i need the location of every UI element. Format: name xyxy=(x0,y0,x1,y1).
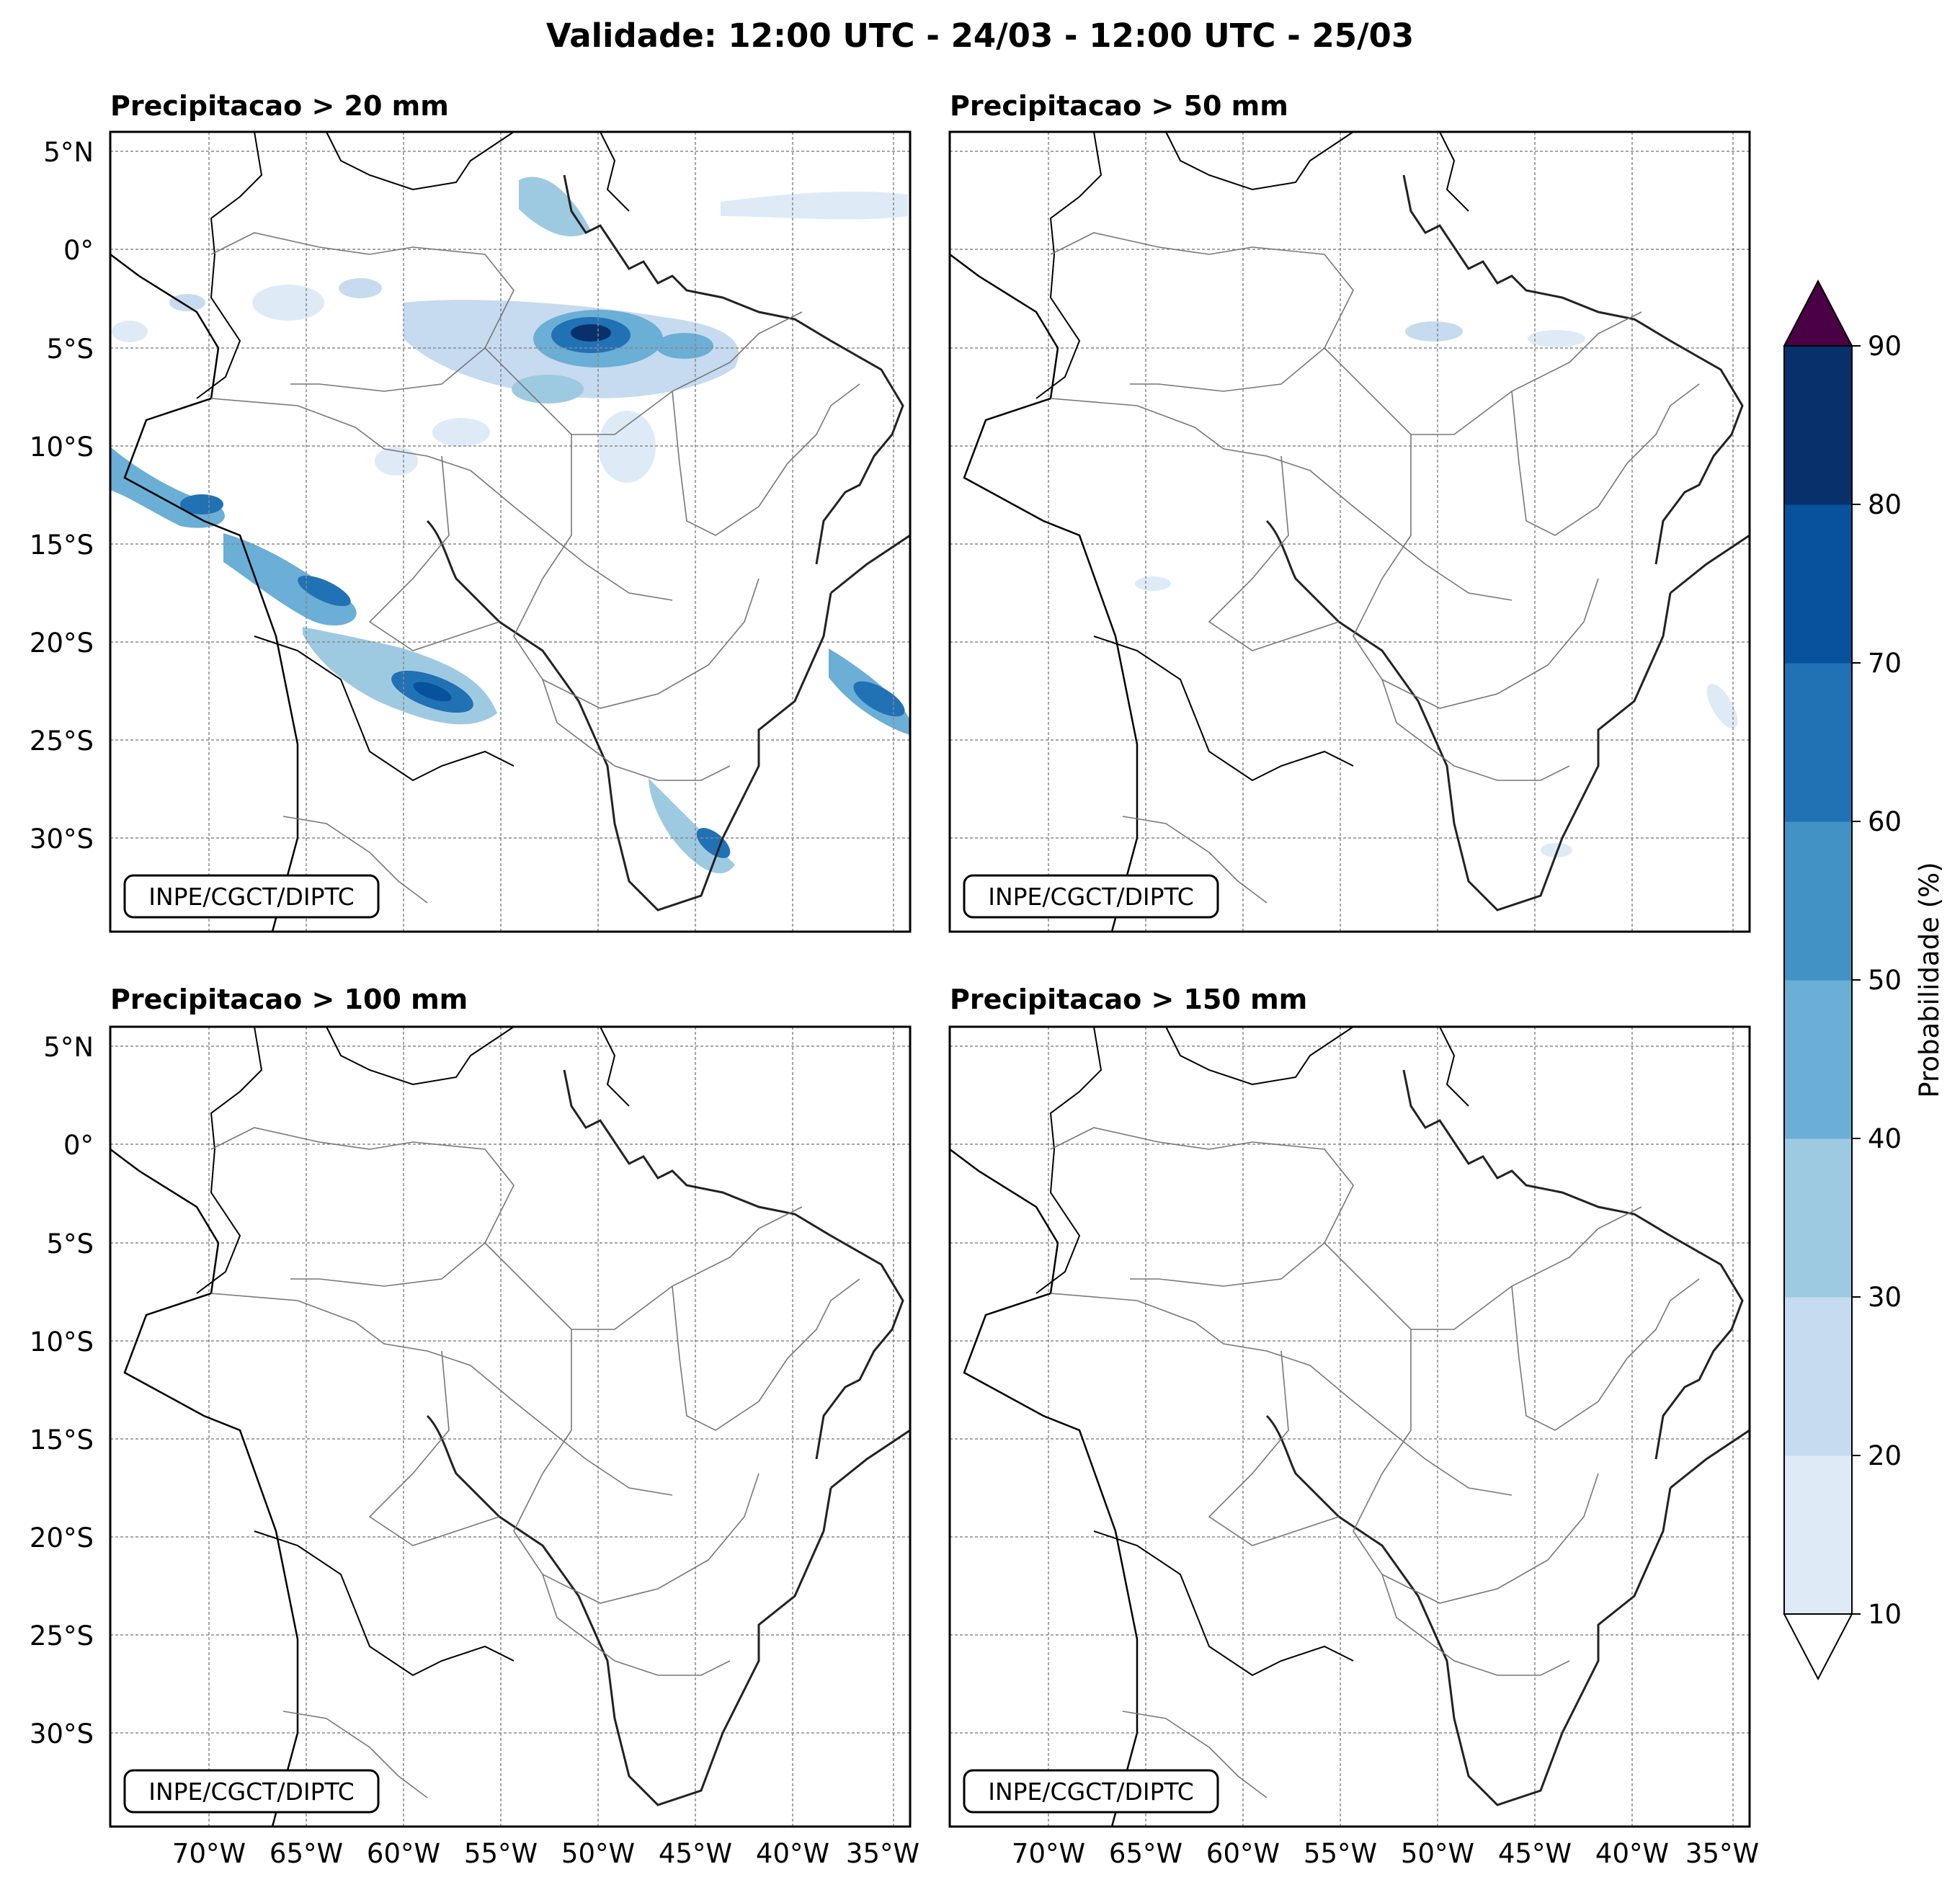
lon-tick-label: 50°W xyxy=(561,1838,635,1869)
colorbar-tick-label: 50 xyxy=(1868,965,1902,996)
lon-tick-label: 60°W xyxy=(1206,1838,1280,1869)
colorbar-band xyxy=(1784,1297,1852,1456)
lon-tick-label: 65°W xyxy=(1109,1838,1182,1869)
credit-box: INPE/CGCT/DIPTC xyxy=(963,1769,1219,1814)
credit-box: INPE/CGCT/DIPTC xyxy=(963,874,1219,919)
lon-tick-label: 45°W xyxy=(1498,1838,1572,1869)
graticule xyxy=(110,132,910,932)
lat-tick-label: 5°N xyxy=(43,1032,94,1063)
lat-tick-label: 0° xyxy=(63,235,94,266)
panel-3: Precipitacao > 100 mm INPE/CGCT/DIPTC xyxy=(109,984,912,1828)
lat-tick-label: 5°N xyxy=(43,137,94,168)
graticule xyxy=(950,132,1750,932)
lon-tick-label: 70°W xyxy=(172,1838,246,1869)
lat-tick-label: 30°S xyxy=(30,1718,94,1749)
lat-tick-label: 5°S xyxy=(46,334,94,365)
svg-text:INPE/CGCT/DIPTC: INPE/CGCT/DIPTC xyxy=(988,883,1194,911)
colorbar-tick-label: 30 xyxy=(1868,1282,1902,1313)
colorbar-tick-label: 80 xyxy=(1868,489,1902,520)
lat-tick-label: 15°S xyxy=(30,1425,94,1455)
lon-tick-label: 45°W xyxy=(659,1838,732,1869)
precip-probability-shading xyxy=(1135,321,1738,857)
credit-box: INPE/CGCT/DIPTC xyxy=(123,1769,380,1814)
colorbar-band xyxy=(1784,980,1852,1139)
lat-tick-label: 5°S xyxy=(46,1229,94,1259)
lon-tick-label: 35°W xyxy=(846,1838,919,1869)
lon-tick-label: 40°W xyxy=(756,1838,829,1869)
colorbar-band xyxy=(1784,504,1852,664)
panel-title: Precipitacao > 100 mm xyxy=(110,984,468,1015)
lat-tick-label: 25°S xyxy=(30,1620,94,1651)
credit-box: INPE/CGCT/DIPTC xyxy=(123,874,380,919)
colorbar: 10 20 30 40 50 60 70 80 90 Probabilidade (%) xyxy=(1783,279,1945,1681)
svg-text:INPE/CGCT/DIPTC: INPE/CGCT/DIPTC xyxy=(988,1778,1194,1806)
panel-title: Precipitacao > 150 mm xyxy=(950,984,1307,1015)
colorbar-band xyxy=(1784,1455,1852,1615)
colorbar-band xyxy=(1784,1138,1852,1298)
panel-title: Precipitacao > 20 mm xyxy=(110,90,449,122)
svg-text:INPE/CGCT/DIPTC: INPE/CGCT/DIPTC xyxy=(148,883,355,911)
colorbar-label: Probabilidade (%) xyxy=(1914,862,1945,1097)
lat-tick-label: 25°S xyxy=(30,726,94,757)
panel-4: Precipitacao > 150 mm INPE/CGCT/DIPTC xyxy=(948,984,1751,1828)
graticule xyxy=(950,1027,1750,1827)
colorbar-tick-label: 60 xyxy=(1868,806,1902,837)
lat-tick-label: 30°S xyxy=(30,824,94,855)
lat-tick-label: 10°S xyxy=(30,1327,94,1357)
lon-tick-label: 70°W xyxy=(1012,1838,1085,1869)
lon-tick-label: 50°W xyxy=(1401,1838,1474,1869)
lon-tick-label: 60°W xyxy=(367,1838,440,1869)
colorbar-under-arrow xyxy=(1783,1613,1853,1681)
figure-title: Validade: 12:00 UTC - 24/03 - 12:00 UTC … xyxy=(546,17,1414,55)
lat-tick-label: 20°S xyxy=(30,628,94,659)
panel-1: Precipitacao > 20 mm xyxy=(109,90,912,933)
lon-tick-label: 55°W xyxy=(464,1838,538,1869)
precip-probability-shading xyxy=(110,177,910,874)
lat-tick-label: 10°S xyxy=(30,432,94,463)
lon-tick-label: 35°W xyxy=(1685,1838,1759,1869)
colorbar-tick-label: 40 xyxy=(1868,1123,1902,1154)
colorbar-tick-label: 10 xyxy=(1868,1599,1902,1630)
colorbar-tick-label: 20 xyxy=(1868,1440,1902,1471)
colorbar-over-arrow xyxy=(1783,279,1853,347)
lon-tick-label: 40°W xyxy=(1595,1838,1669,1869)
lat-tick-label: 0° xyxy=(63,1130,94,1161)
lat-tick-labels: 5°N 0° 5°S 10°S 15°S 20°S 25°S 30°S 5°N … xyxy=(30,137,94,1749)
colorbar-tick-label: 90 xyxy=(1868,331,1902,362)
lon-tick-label: 55°W xyxy=(1304,1838,1377,1869)
colorbar-tick-label: 70 xyxy=(1868,648,1902,679)
colorbar-band xyxy=(1784,346,1852,505)
lat-tick-label: 15°S xyxy=(30,530,94,561)
colorbar-band xyxy=(1784,821,1852,981)
panel-2: Precipitacao > 50 mm INPE/CGCT/DIPTC xyxy=(948,90,1751,933)
lon-tick-label: 65°W xyxy=(270,1838,343,1869)
svg-text:INPE/CGCT/DIPTC: INPE/CGCT/DIPTC xyxy=(148,1778,355,1806)
lat-tick-label: 20°S xyxy=(30,1522,94,1553)
lon-tick-labels: 70°W 65°W 60°W 55°W 50°W 45°W 40°W 35°W … xyxy=(172,1838,1759,1869)
panel-title: Precipitacao > 50 mm xyxy=(950,90,1288,122)
graticule xyxy=(110,1027,910,1827)
colorbar-band xyxy=(1784,663,1852,822)
